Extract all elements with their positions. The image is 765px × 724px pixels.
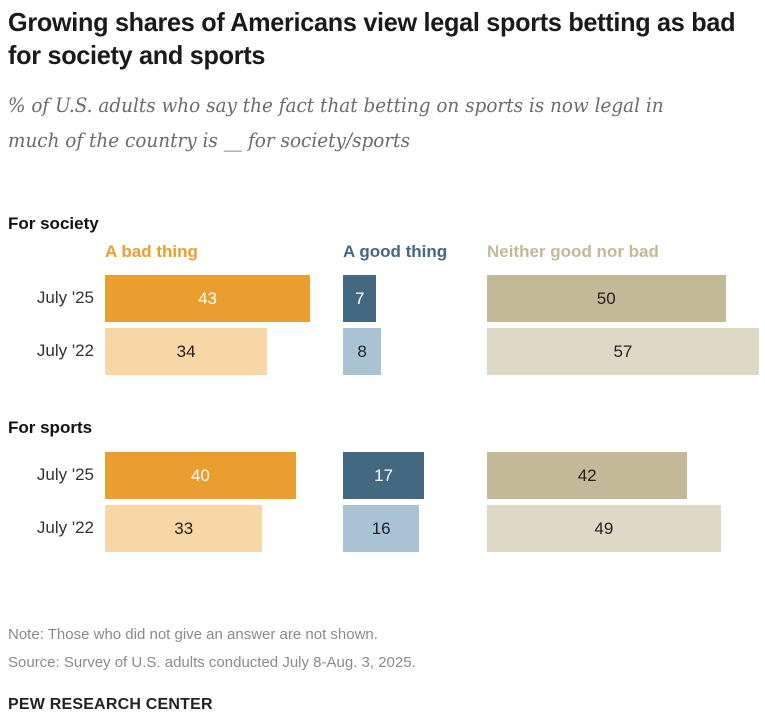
section-label: For sports [8,418,93,437]
data-label: 34 [176,341,196,361]
data-label: 40 [190,465,210,485]
data-label: 16 [371,518,391,538]
bar-bad: 40 [105,452,296,499]
data-label: 7 [354,288,365,308]
chart-title: Growing shares of Americans view legal s… [8,7,736,70]
row-label: July '22 [36,341,94,360]
bar-bad: 33 [105,505,263,552]
data-label: 50 [596,288,616,308]
section-label: For society [8,214,99,233]
legend-good: A good thing [343,242,448,261]
source-text: Source: Survey of U.S. adults conducted … [8,654,416,671]
data-label: 33 [174,518,194,538]
row-label: July '22 [36,518,94,537]
data-label: 57 [613,341,633,361]
note-text: Note: Those who did not give an answer a… [8,626,378,643]
bar-bad: 43 [105,275,311,322]
row-label: July '25 [36,288,94,307]
data-label: 8 [357,341,367,361]
bar-good: 8 [343,328,382,375]
legend-bad: A bad thing [105,242,198,261]
bar-bad: 34 [105,328,268,375]
bar-good: 16 [343,505,420,552]
bar-good: 7 [343,275,377,322]
legend-neither: Neither good nor bad [487,242,659,261]
pew-logo-text: PEW RESEARCH CENTER [8,696,213,713]
bar-good: 17 [343,452,425,499]
bar-neither: 57 [487,328,759,375]
bar-neither: 49 [487,505,721,552]
bar-neither: 50 [487,275,726,322]
row-label: July '25 [36,465,94,484]
bar-neither: 42 [487,452,688,499]
data-label: 43 [198,288,218,308]
data-label: 17 [374,465,393,485]
data-label: 49 [594,518,614,538]
data-label: 42 [577,465,597,485]
chart-subtitle: % of U.S. adults who say the fact that b… [8,93,664,152]
